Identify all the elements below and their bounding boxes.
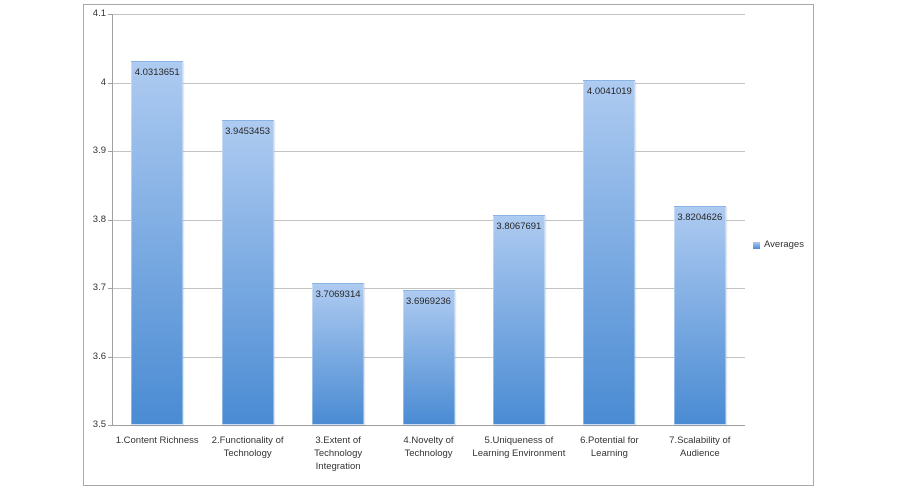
y-tick-label: 3.8 (92, 214, 106, 225)
y-tick-label: 3.5 (92, 419, 106, 430)
y-axis-line (112, 14, 113, 425)
y-tick-mark (108, 220, 112, 221)
x-category-label: 3.Extent of Technology Integration (314, 435, 363, 472)
y-tick-mark (108, 288, 112, 289)
y-tick-mark (108, 151, 112, 152)
y-tick-label: 3.6 (92, 351, 106, 362)
bar (131, 61, 184, 425)
y-tick-label: 4 (100, 77, 106, 88)
x-category-label: 4.Novelty of Technology (403, 435, 454, 459)
bar (402, 290, 455, 425)
plot-area: 4.1 4 3.9 3.8 3.7 3.6 3.5 4.0313651 1.Content Ri… (84, 5, 813, 485)
y-tick-label: 3.9 (92, 145, 106, 156)
bar (492, 214, 545, 425)
bar-value-label: 4.0041019 (586, 85, 632, 97)
gridline (112, 425, 745, 426)
gridline (112, 220, 745, 221)
gridline (112, 14, 745, 15)
legend-swatch-icon (753, 241, 760, 249)
gridline (112, 83, 745, 84)
bar-value-label: 4.0313651 (134, 67, 180, 78)
x-category-label: 5.Uniqueness of Learning Environment (472, 435, 566, 459)
y-tick-mark (108, 14, 112, 15)
legend-label: Averages (764, 239, 804, 250)
bar-value-label: 3.8067691 (496, 220, 542, 232)
gridline (112, 288, 745, 289)
gridline (112, 151, 745, 152)
y-tick-mark (108, 83, 112, 84)
y-tick-mark (108, 425, 112, 426)
x-category-label: 7.Scalability of Audience (669, 435, 731, 459)
chart-frame[interactable]: 4.1 4 3.9 3.8 3.7 3.6 3.5 4.0313651 1.Content Ri… (83, 4, 814, 486)
bar (221, 119, 274, 425)
x-category-label: 6.Potential for Learning (580, 435, 639, 459)
bar (583, 79, 636, 425)
bar-value-label: 3.8204626 (677, 211, 723, 223)
bar (312, 283, 365, 425)
bar-value-label: 3.6969236 (406, 296, 451, 308)
bar-value-label: 3.9453453 (225, 125, 271, 137)
legend: Averages (753, 238, 804, 252)
y-tick-mark (108, 357, 112, 358)
bar-value-label: 3.7069314 (315, 289, 361, 301)
bar (673, 205, 726, 425)
x-category-label: 1.Content Richness (115, 435, 199, 446)
y-tick-label: 3.7 (92, 282, 106, 293)
x-category-label: 2.Functionality of Technology (211, 435, 284, 459)
y-tick-label: 4.1 (92, 8, 106, 19)
